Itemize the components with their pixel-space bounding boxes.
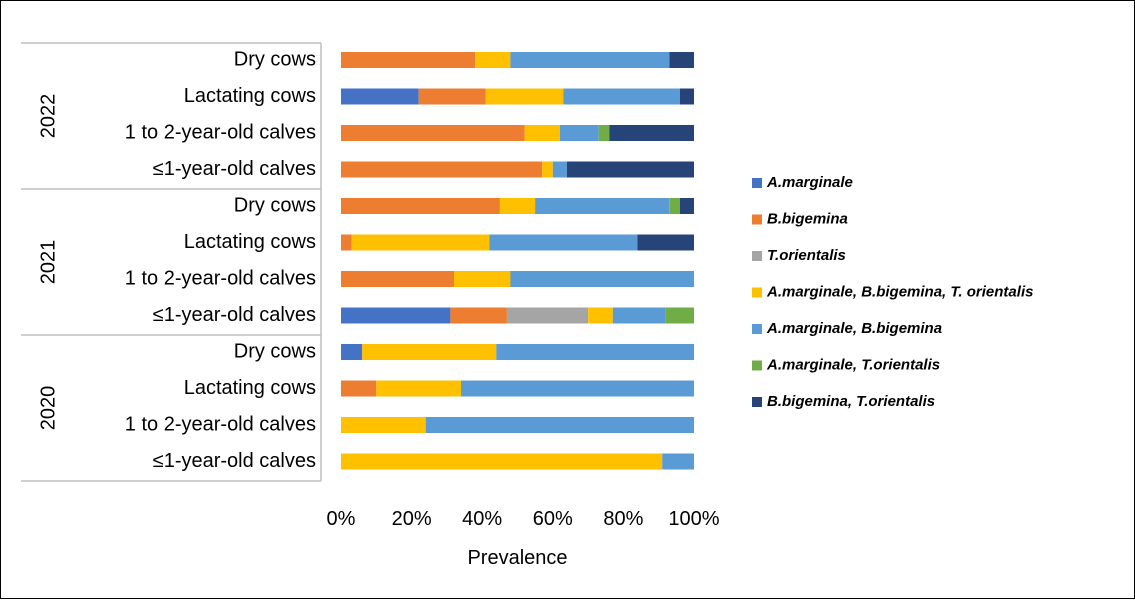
bar-segment (475, 52, 511, 68)
x-tick-labels: 0% 20% 40% 60% 80% 100% (327, 508, 720, 530)
legend-label: A.marginale, B.bigemina (766, 320, 942, 337)
bar-segment (454, 271, 511, 287)
legend-label: A.marginale, B.bigemina, T. orientalis (766, 283, 1033, 300)
category-label: Lactating cows (184, 377, 316, 399)
bar-segment (524, 125, 560, 141)
bar-segment (598, 125, 610, 141)
legend-swatch (752, 324, 762, 334)
legend-label: B.bigemina (767, 210, 848, 227)
bar-segment (669, 198, 680, 214)
bar-segment (552, 161, 567, 178)
category-axis-structure: 2022 2021 2020 Dry cows Lactating cows 1 to 2… (21, 42, 322, 482)
bar-segment (510, 271, 694, 287)
bar-segment (341, 307, 451, 324)
bar-segment (362, 344, 497, 360)
category-label: 1 to 2-year-old calves (125, 121, 316, 143)
legend-label: B.bigemina, T.orientalis (767, 393, 935, 410)
bar-segment (679, 198, 694, 214)
bar-segment (559, 125, 599, 141)
category-label: Lactating cows (184, 85, 316, 107)
legend-label: T.orientalis (767, 247, 846, 264)
category-label: Dry cows (234, 194, 316, 216)
bar-segment (461, 380, 694, 397)
legend-swatch (752, 360, 762, 371)
x-axis-title: Prevalence (467, 547, 567, 569)
x-tick-label: 0% (327, 508, 356, 530)
category-label: ≤1-year-old calves (153, 304, 316, 326)
group-label: 2022 (37, 94, 59, 139)
bar-segment (425, 417, 694, 433)
category-label: Dry cows (234, 48, 316, 70)
bar-segment (679, 88, 694, 105)
legend-swatch (752, 251, 762, 261)
bar-segment (506, 307, 589, 324)
legend-label: A.marginale (766, 174, 853, 191)
legend: A.marginale B.bigemina T.orientalis A.margi… (752, 174, 1033, 410)
bar-segment (669, 52, 694, 68)
bar-segment (609, 125, 694, 141)
group-label: 2021 (37, 240, 59, 285)
category-label: Dry cows (234, 340, 316, 362)
bar-segment (496, 344, 694, 360)
bar-segment (485, 88, 564, 105)
x-tick-label: 100% (668, 508, 719, 530)
legend-swatch (752, 178, 762, 188)
bar-segment (341, 52, 476, 68)
category-label: ≤1-year-old calves (153, 158, 316, 180)
bar-segment (341, 125, 525, 141)
bar-segment (542, 161, 553, 178)
bar-segment (341, 344, 363, 360)
category-label: Lactating cows (184, 231, 316, 253)
bar-segment (341, 88, 419, 105)
bar-segment (341, 453, 663, 470)
bar-segment (351, 234, 490, 251)
x-tick-label: 40% (462, 508, 502, 530)
legend-label: A.marginale, T.orientalis (766, 356, 940, 373)
bar-segment (499, 198, 536, 214)
bar-segment (450, 307, 507, 324)
bar-segment (662, 453, 694, 470)
category-label: 1 to 2-year-old calves (125, 413, 316, 435)
legend-swatch (752, 287, 762, 298)
bar-segment (489, 234, 638, 251)
bar-segment (341, 161, 543, 178)
bar-segment (341, 234, 352, 251)
bar-segment (588, 307, 613, 324)
bar-segment (510, 52, 670, 68)
bar-segment (341, 271, 454, 287)
legend-swatch (752, 214, 762, 225)
bar-segment (637, 234, 694, 251)
bar-segment (341, 380, 377, 397)
bar-segment (341, 198, 500, 214)
bar-segment (566, 161, 694, 178)
bar-segment (418, 88, 486, 105)
legend-swatch (752, 397, 762, 407)
bars-layer (341, 52, 694, 470)
category-label: ≤1-year-old calves (153, 450, 316, 472)
bar-segment (535, 198, 670, 214)
bar-segment (341, 417, 426, 433)
x-tick-label: 80% (603, 508, 643, 530)
bar-segment (665, 307, 694, 324)
bar-segment (612, 307, 666, 324)
x-tick-label: 20% (392, 508, 432, 530)
bar-segment (376, 380, 461, 397)
category-label: 1 to 2-year-old calves (125, 267, 316, 289)
group-label: 2020 (37, 386, 59, 431)
bar-segment (563, 88, 680, 105)
x-tick-label: 60% (533, 508, 573, 530)
